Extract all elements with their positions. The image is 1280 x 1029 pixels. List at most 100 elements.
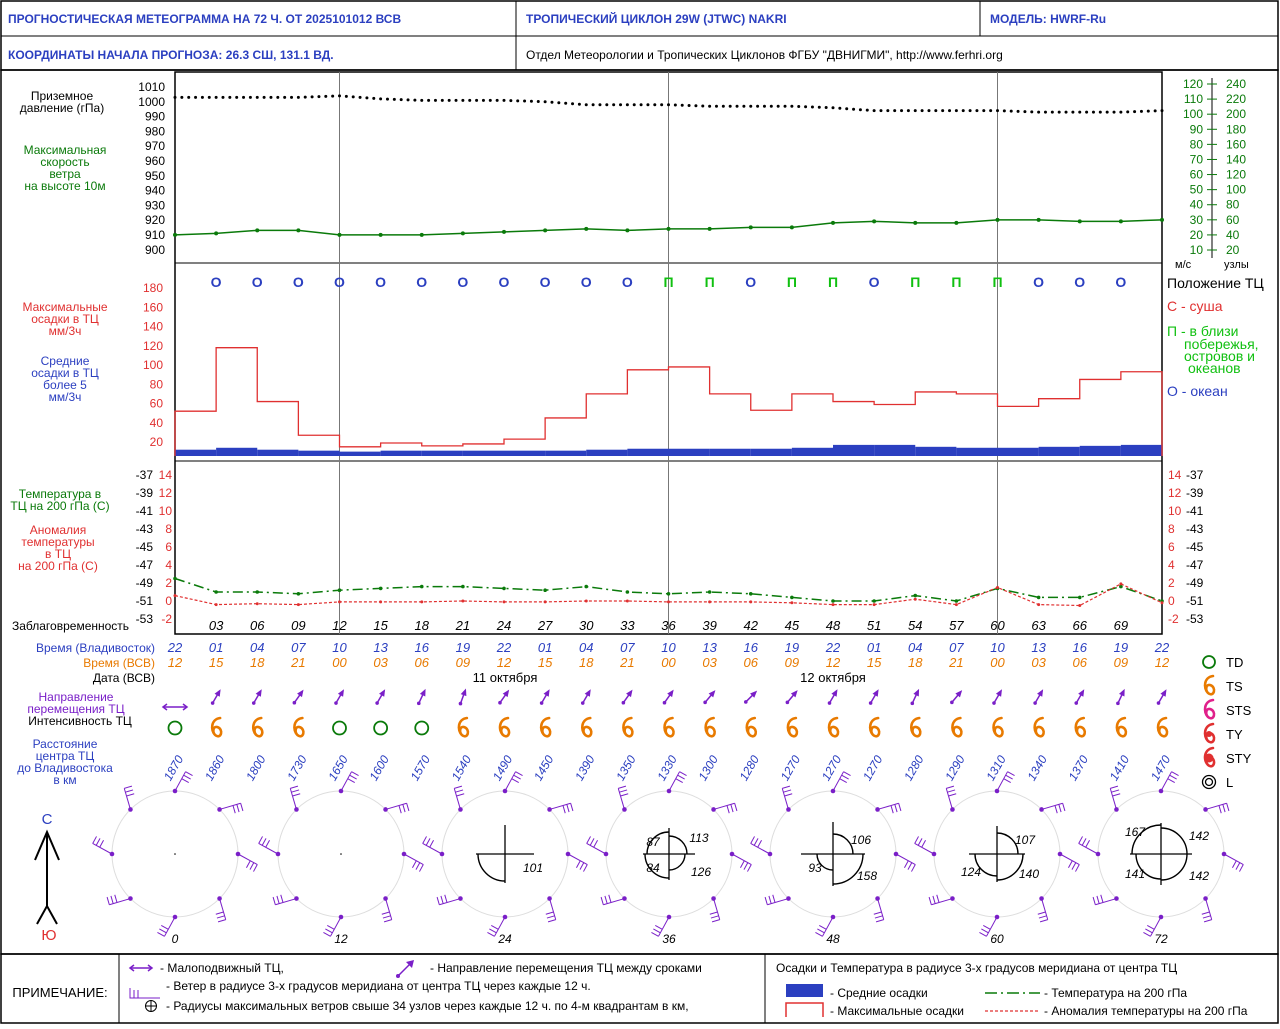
notes: ПРИМЕЧАНИЕ: - Малоподвижный ТЦ, - Направ… — [0, 953, 1279, 1024]
anomaly-point — [338, 600, 341, 604]
pressure-dot — [440, 98, 444, 102]
pressure-dot — [502, 98, 506, 102]
anomaly-point — [996, 586, 999, 589]
distance-value: 1650 — [325, 753, 351, 783]
anom-tick-left: 8 — [165, 522, 172, 536]
ts-symbol — [868, 716, 881, 738]
lead-tick: 36 — [661, 618, 676, 633]
wind-ms-tick: 110 — [1184, 92, 1203, 106]
wind-point — [707, 226, 712, 231]
compass: С Ю — [34, 811, 60, 944]
radius-value: 113 — [689, 831, 708, 845]
time-vl-tick: 04 — [908, 640, 922, 655]
precip-tick: 120 — [143, 339, 163, 353]
pressure-dot — [769, 104, 773, 108]
position-marker: О — [499, 274, 510, 290]
time-utc-tick: 06 — [744, 655, 759, 670]
stationary-icon — [128, 964, 154, 972]
avg-precip-bar — [216, 447, 258, 456]
pressure-dot — [310, 95, 314, 99]
direction-arrow — [458, 688, 467, 706]
position-marker: О — [293, 274, 304, 290]
pressure-dot — [941, 109, 945, 113]
wind-circle: 12 — [258, 771, 424, 946]
wind-point — [748, 225, 753, 230]
intensity-label: Интенсивность ТЦ — [28, 714, 132, 728]
temp-point — [1036, 595, 1041, 600]
time-utc-tick: 12 — [497, 655, 512, 670]
wind-circle: 106 93 158 48 — [750, 771, 916, 946]
anom-tick-left: 4 — [165, 558, 172, 572]
avg-precip-bar — [915, 446, 957, 456]
anom-tick-right: 4 — [1168, 558, 1175, 572]
position-ocean: О - океан — [1167, 383, 1228, 399]
circle-hour-label: 24 — [497, 932, 512, 946]
ts-symbol — [539, 716, 552, 738]
anom-tick-left: 12 — [159, 486, 173, 500]
start-coordinates: КООРДИНАТЫ НАЧАЛА ПРОГНОЗА: 26.3 СШ, 131… — [8, 48, 334, 62]
pressure-dot — [872, 109, 876, 113]
wind-point — [954, 220, 959, 225]
pressure-dot — [721, 104, 725, 108]
temp-point — [872, 599, 876, 603]
avgprec-label-1: Средние — [41, 354, 90, 368]
position-marker: О — [334, 274, 345, 290]
pressure-tick: 1000 — [138, 95, 165, 109]
distance-value: 1370 — [1066, 753, 1092, 783]
temp-point — [954, 599, 959, 603]
wind-kt-tick: 160 — [1226, 137, 1246, 151]
maxprec-label-2: осадки в ТЦ — [31, 312, 99, 326]
pressure-dot — [1064, 110, 1068, 114]
wind-ms-tick: 120 — [1183, 77, 1203, 91]
time-vl-tick: 19 — [456, 640, 470, 655]
anom-tick-right: 10 — [1168, 504, 1182, 518]
avg-precip-bar — [257, 449, 299, 456]
pressure-tick: 990 — [145, 110, 165, 124]
time-utc-tick: 03 — [702, 655, 717, 670]
left-labels: Приземное давление (гПа) Максимальная ск… — [10, 89, 155, 787]
ts-symbol — [663, 716, 675, 738]
temp-tick-left: -37 — [136, 468, 154, 482]
time-utc-tick: 03 — [1031, 655, 1046, 670]
temp-label-2: ТЦ на 200 гПа (С) — [10, 499, 109, 513]
max-precip-line — [174, 347, 1163, 456]
temp-tick-right: -45 — [1186, 540, 1204, 554]
anom-tick-right: 0 — [1168, 594, 1175, 608]
legend-sty-label: STY — [1226, 751, 1252, 766]
time-utc-tick: 15 — [209, 655, 224, 670]
direction-arrow — [910, 688, 920, 706]
avg-precip-bar — [504, 450, 546, 456]
time-utc-tick: 12 — [168, 655, 183, 670]
pressure-dot — [762, 104, 766, 108]
circle-hour-label: 48 — [826, 932, 840, 946]
pressure-dot — [187, 95, 191, 99]
lead-tick: 63 — [1031, 618, 1046, 633]
pressure-dot — [783, 104, 787, 108]
pressure-dot — [461, 98, 465, 102]
position-marker: О — [211, 274, 222, 290]
pressure-dot — [1002, 109, 1006, 113]
wind-ms-tick: 90 — [1190, 122, 1204, 136]
lead-tick: 15 — [373, 618, 388, 633]
pressure-dot — [714, 104, 718, 108]
maxprec-label-3: мм/3ч — [49, 324, 82, 338]
circle-hour-label: 36 — [662, 932, 676, 946]
wind-barb-icon — [129, 988, 160, 999]
distance-value: 1410 — [1107, 753, 1133, 783]
pressure-dot — [906, 109, 910, 113]
radius-value: 101 — [523, 861, 543, 875]
lead-tick: 51 — [867, 618, 881, 633]
anomaly-point — [625, 599, 629, 603]
temp-point — [173, 576, 177, 581]
wind-point — [337, 232, 342, 237]
temp-label-1: Температура в — [19, 487, 101, 501]
pressure-dot — [961, 109, 965, 113]
pressure-dot — [1078, 110, 1082, 114]
pressure-dot — [591, 103, 595, 107]
wind-point — [378, 232, 383, 237]
position-marker: О — [457, 274, 468, 290]
anom-tick-right: 2 — [1168, 576, 1175, 590]
pressure-dot — [858, 108, 862, 112]
anomaly-point — [790, 601, 794, 605]
